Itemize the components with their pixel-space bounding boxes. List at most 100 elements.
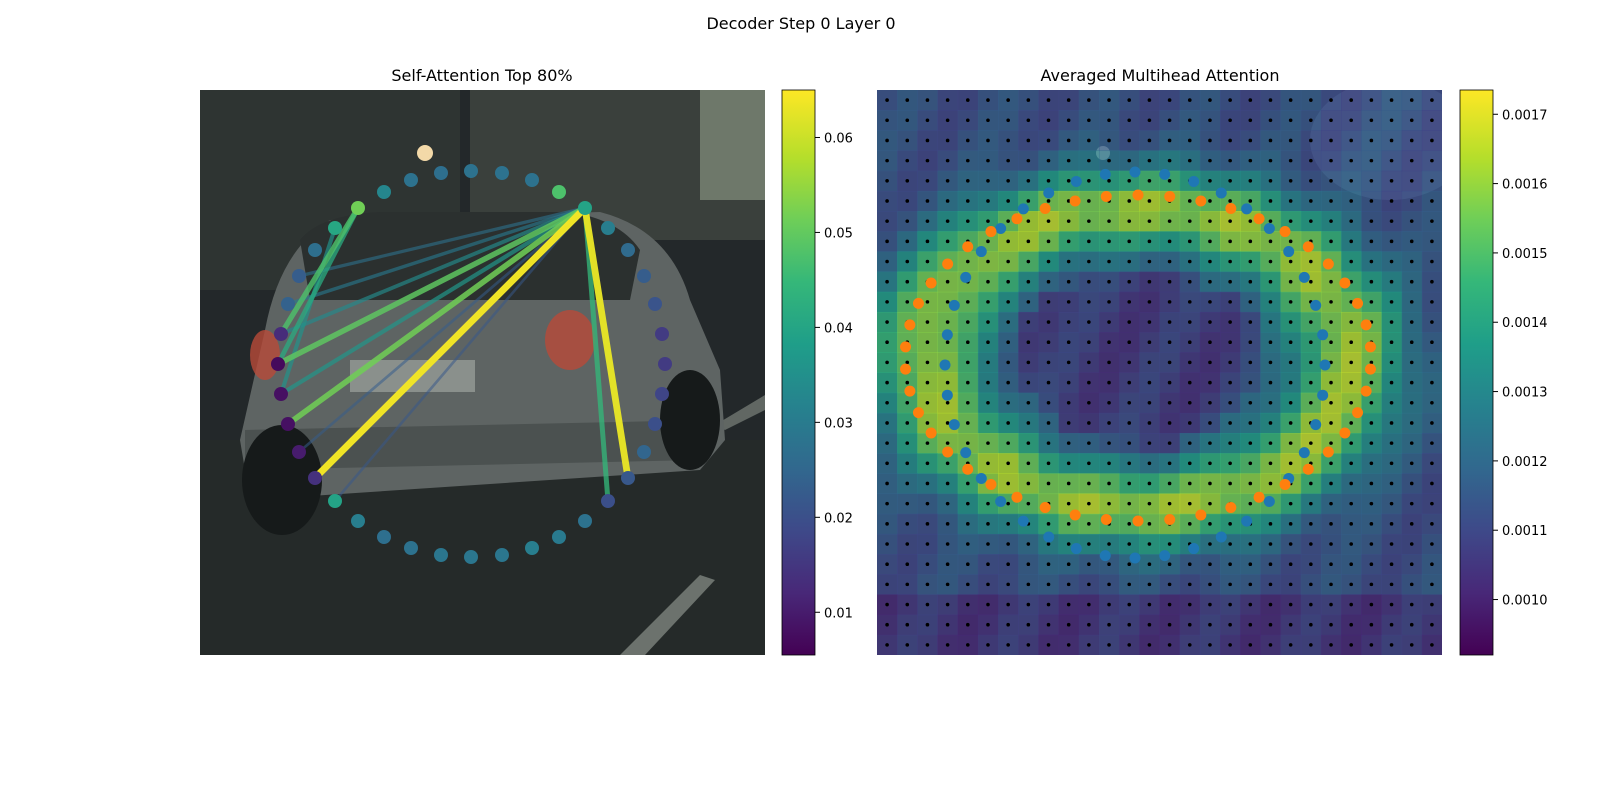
grid-dot <box>1208 118 1212 123</box>
grid-dot <box>1248 643 1253 647</box>
grid-dot <box>1430 179 1434 183</box>
ring-point <box>960 447 972 459</box>
grid-dot <box>1228 138 1232 143</box>
grid-dot <box>1087 643 1091 647</box>
grid-dot <box>1409 300 1414 304</box>
grid-dot <box>1147 481 1152 486</box>
grid-dot <box>1288 239 1293 244</box>
grid-dot <box>1208 320 1212 324</box>
grid-dot <box>1066 300 1071 304</box>
polygon-point <box>525 173 539 187</box>
prediction-rings <box>900 166 1376 564</box>
grid-dot <box>1430 622 1434 627</box>
grid-dot <box>1268 320 1273 324</box>
grid-dot <box>1187 98 1192 102</box>
ring-point <box>1302 241 1314 253</box>
grid-dot <box>1127 522 1132 526</box>
grid-dot <box>945 219 950 223</box>
grid-dot <box>1167 158 1172 163</box>
grid-dot <box>1087 481 1091 486</box>
grid-dot <box>1026 582 1031 587</box>
grid-dot <box>1208 380 1212 385</box>
grid-dot <box>966 380 970 385</box>
grid-dot <box>1329 199 1333 203</box>
colorbar-tick-label: 0.02 <box>824 511 853 526</box>
grid-dot <box>1066 138 1071 143</box>
ring-point <box>1241 515 1253 527</box>
grid-dot <box>1430 643 1434 647</box>
grid-dot <box>1167 441 1172 445</box>
ring-point <box>1360 319 1372 331</box>
polygon-point <box>648 297 662 311</box>
grid-dot <box>1107 622 1111 627</box>
grid-dot <box>1329 562 1333 566</box>
colorbar-tick-label: 0.04 <box>824 321 853 336</box>
colorbar-tick-label: 0.03 <box>824 416 853 431</box>
grid-dot <box>1107 340 1111 345</box>
grid-dot <box>1430 501 1434 506</box>
grid-dot <box>945 320 950 324</box>
grid-dot <box>1349 98 1353 102</box>
grid-dot <box>1147 219 1152 223</box>
grid-dot <box>1167 643 1172 647</box>
grid-dot <box>1127 300 1132 304</box>
ring-point <box>1298 447 1310 459</box>
grid-dot <box>1288 300 1293 304</box>
grid-dot <box>1187 219 1192 223</box>
grid-dot <box>1066 179 1071 183</box>
grid-dot <box>1066 158 1071 163</box>
grid-dot <box>1127 259 1132 264</box>
grid-dot <box>1147 441 1152 445</box>
grid-dot <box>1268 400 1273 405</box>
grid-dot <box>1107 643 1111 647</box>
right-panel-title: Averaged Multihead Attention <box>1041 66 1280 85</box>
grid-dot <box>1087 421 1091 425</box>
grid-dot <box>1107 219 1111 223</box>
grid-dot <box>1369 380 1374 385</box>
grid-dot <box>905 542 910 546</box>
grid-dot <box>1127 158 1132 163</box>
grid-dot <box>1409 239 1414 244</box>
ring-point <box>1099 550 1111 562</box>
grid-dot <box>1228 602 1232 607</box>
grid-dot <box>1228 259 1232 264</box>
grid-dot <box>945 602 950 607</box>
grid-dot <box>1349 602 1353 607</box>
grid-dot <box>1046 239 1051 244</box>
polygon-point <box>637 445 651 459</box>
ring-point <box>1241 203 1253 215</box>
polygon-point <box>648 417 662 431</box>
grid-dot <box>1087 199 1091 203</box>
grid-dot <box>1147 380 1152 385</box>
grid-dot <box>885 622 889 627</box>
grid-dot <box>1268 158 1273 163</box>
ring-point <box>1159 550 1171 562</box>
ring-point <box>942 446 954 458</box>
polygon-point <box>552 185 566 199</box>
colorbar-tick-label: 0.0013 <box>1502 386 1548 401</box>
grid-dot <box>1046 582 1051 587</box>
right-colorbar: 0.0010 0.0011 0.0012 0.0013 0.0014 0.0015 0.00… <box>1459 89 1548 656</box>
attention-link <box>286 206 587 306</box>
grid-dot <box>1369 522 1374 526</box>
grid-dot <box>1369 199 1374 203</box>
ring-point <box>1302 463 1314 475</box>
grid-dot <box>945 461 950 466</box>
grid-dot <box>925 562 930 566</box>
ring-point <box>1017 515 1029 527</box>
grid-dot <box>905 239 910 244</box>
grid-dot <box>966 643 970 647</box>
ring-point <box>948 299 960 311</box>
grid-dot <box>1329 622 1333 627</box>
ring-point <box>912 297 924 309</box>
grid-dot <box>1046 259 1051 264</box>
grid-dot <box>1208 602 1212 607</box>
grid-dot <box>925 158 930 163</box>
grid-dot <box>1288 179 1293 183</box>
grid-dot <box>1107 239 1111 244</box>
grid-dot <box>966 158 970 163</box>
grid-dot <box>1228 461 1232 466</box>
grid-dot <box>1309 441 1313 445</box>
grid-dot <box>1309 98 1313 102</box>
grid-dot <box>905 98 910 102</box>
